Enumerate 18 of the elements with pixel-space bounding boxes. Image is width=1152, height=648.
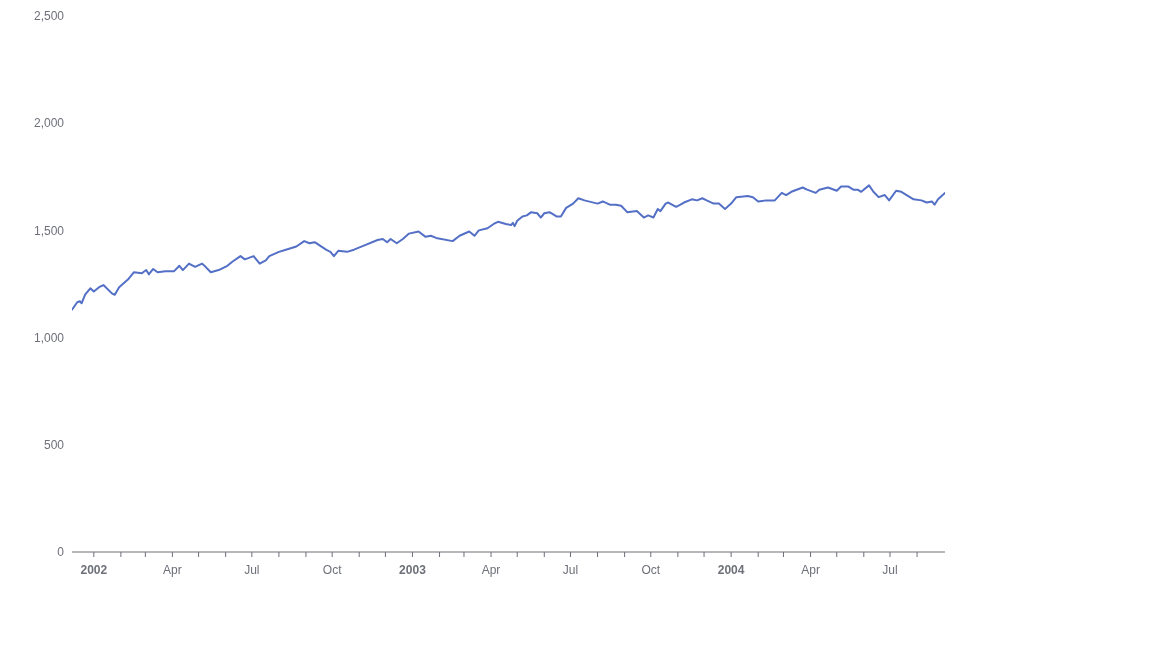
y-tick-label: 2,500 [33, 9, 65, 24]
x-tick-label: 2003 [399, 562, 427, 577]
x-tick-label: Jul [562, 562, 579, 577]
x-tick-label: Apr [481, 562, 501, 577]
x-tick-label: 2002 [80, 562, 108, 577]
y-tick-label: 500 [43, 438, 65, 453]
y-tick-label: 2,000 [33, 116, 65, 131]
y-tick-label: 1,000 [33, 330, 65, 345]
line-series [72, 184, 945, 311]
x-tick-label: Apr [801, 562, 820, 577]
x-tick-label: Jul [882, 562, 898, 577]
y-tick-label: 0 [57, 545, 65, 560]
x-tick-label: 2004 [717, 562, 745, 577]
y-tick-label: 1,500 [33, 223, 65, 238]
x-tick-label: Jul [244, 562, 260, 577]
x-tick-label: Oct [322, 562, 343, 577]
x-tick-label: Apr [163, 562, 182, 577]
x-tick-label: Oct [641, 562, 661, 577]
